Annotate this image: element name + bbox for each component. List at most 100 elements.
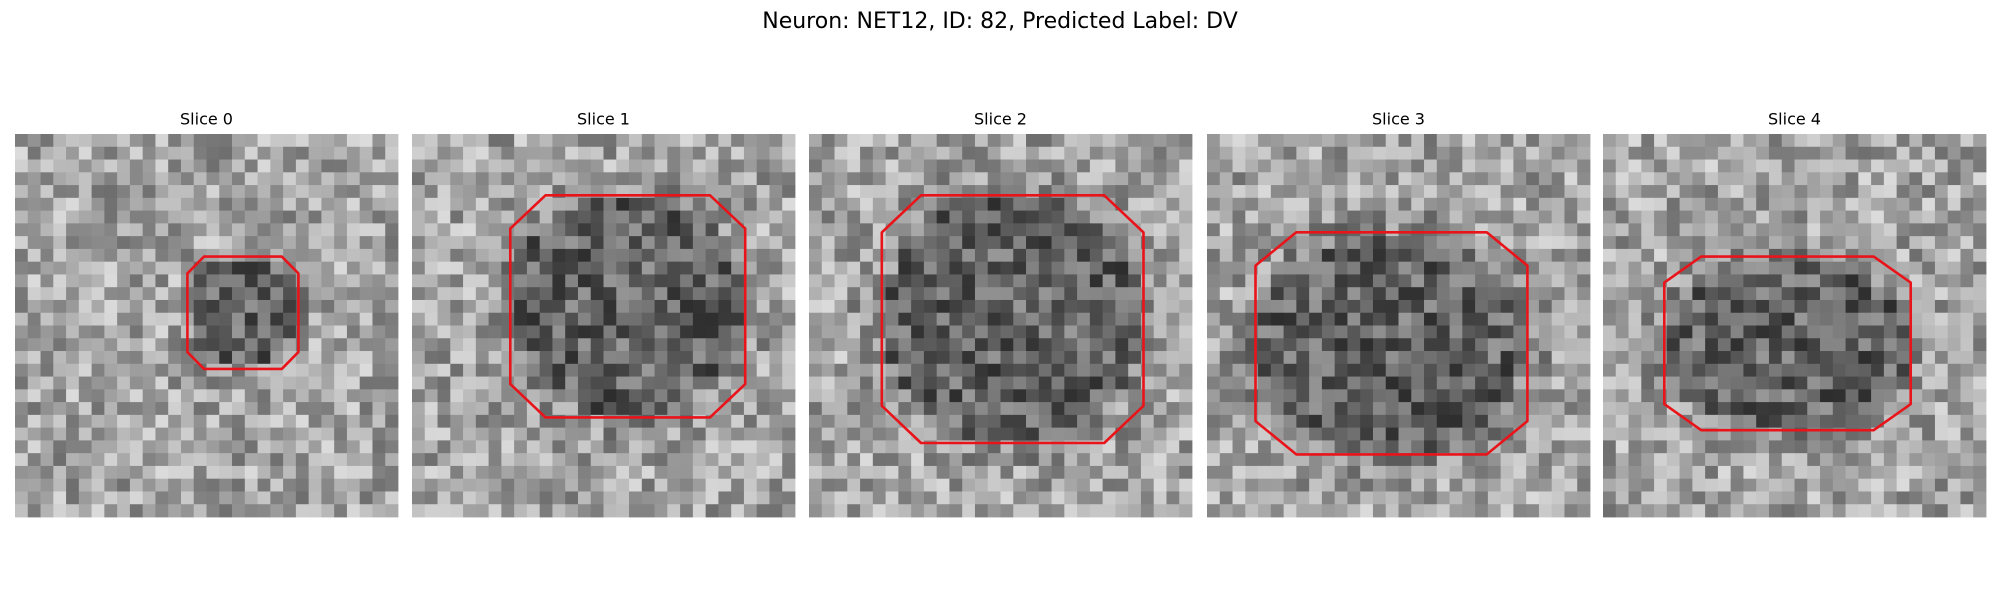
- pixel: [821, 478, 835, 492]
- pixel: [1064, 312, 1078, 326]
- pixel: [1909, 414, 1923, 429]
- pixel: [412, 287, 426, 301]
- pixel: [731, 427, 745, 441]
- pixel: [1258, 440, 1272, 454]
- pixel: [1577, 197, 1591, 211]
- pixel: [1179, 312, 1193, 326]
- pixel: [898, 504, 912, 518]
- pixel: [1321, 414, 1336, 429]
- pixel: [1411, 440, 1425, 454]
- pixel: [193, 427, 207, 441]
- pixel: [1628, 197, 1642, 211]
- pixel: [1321, 134, 1336, 148]
- pixel: [1973, 325, 1987, 339]
- pixel: [1641, 402, 1655, 416]
- pixel: [1705, 146, 1719, 160]
- pixel: [1347, 223, 1361, 237]
- pixel: [1641, 274, 1655, 288]
- pixel: [821, 325, 835, 339]
- pixel: [743, 402, 758, 416]
- pixel: [1730, 414, 1744, 429]
- pixel: [1219, 453, 1233, 467]
- pixel: [1309, 287, 1323, 301]
- pixel: [577, 134, 592, 148]
- pixel: [437, 414, 451, 429]
- pixel: [219, 172, 233, 186]
- pixel: [1679, 389, 1693, 403]
- pixel: [1038, 427, 1052, 441]
- pixel: [450, 299, 464, 314]
- pixel: [1077, 299, 1091, 314]
- pixel: [1179, 363, 1193, 377]
- pixel: [1258, 134, 1272, 148]
- pixel: [1858, 363, 1872, 377]
- pixel: [1051, 261, 1065, 275]
- pixel: [1934, 338, 1949, 352]
- pixel: [987, 504, 1001, 518]
- pixel: [821, 363, 835, 377]
- pixel: [987, 223, 1001, 237]
- pixel: [872, 210, 886, 224]
- pixel: [346, 197, 361, 211]
- pixel: [1258, 248, 1272, 263]
- pixel: [1232, 389, 1246, 403]
- pixel: [936, 389, 950, 403]
- pixel: [1807, 172, 1821, 186]
- pixel: [1462, 261, 1476, 275]
- pixel: [1909, 236, 1923, 250]
- pixel: [974, 453, 989, 467]
- pixel: [1692, 287, 1706, 301]
- pixel: [552, 402, 566, 416]
- pixel: [1654, 210, 1668, 224]
- pixel: [1334, 248, 1348, 263]
- pixel: [718, 223, 732, 237]
- pixel: [1615, 159, 1629, 173]
- pixel: [1666, 287, 1680, 301]
- pixel: [1038, 274, 1052, 288]
- pixel: [667, 363, 681, 377]
- pixel: [1424, 312, 1438, 326]
- pixel: [911, 491, 925, 505]
- pixel: [1089, 453, 1104, 467]
- pixel: [142, 197, 156, 211]
- pixel: [911, 351, 925, 365]
- pixel: [1449, 427, 1463, 441]
- pixel: [1321, 236, 1336, 250]
- pixel: [782, 236, 796, 250]
- pixel: [603, 210, 617, 224]
- pixel: [1743, 312, 1757, 326]
- pixel: [860, 440, 874, 454]
- pixel: [590, 453, 604, 467]
- pixel: [1820, 351, 1834, 365]
- pixel: [1153, 465, 1167, 480]
- pixel: [1051, 478, 1065, 492]
- pixel: [295, 504, 310, 518]
- pixel: [501, 172, 515, 186]
- pixel: [1179, 465, 1193, 480]
- pixel: [1692, 248, 1706, 263]
- pixel: [1832, 159, 1846, 173]
- pixel: [450, 159, 464, 173]
- pixel: [680, 427, 694, 441]
- pixel: [782, 427, 796, 441]
- pixel: [1283, 248, 1297, 263]
- pixel: [1641, 146, 1655, 160]
- pixel: [1153, 414, 1167, 429]
- pixel: [1038, 389, 1052, 403]
- pixel: [821, 274, 835, 288]
- pixel: [1705, 299, 1719, 314]
- pixel: [1115, 453, 1129, 467]
- pixel: [308, 440, 322, 454]
- pixel: [1615, 453, 1629, 467]
- pixel: [244, 287, 258, 301]
- pixel: [53, 274, 67, 288]
- pixel: [1934, 465, 1949, 480]
- pixel: [565, 389, 579, 403]
- pixel: [1513, 159, 1527, 173]
- pixel: [283, 210, 297, 224]
- pixel: [1077, 248, 1091, 263]
- pixel: [1654, 134, 1668, 148]
- pixel: [629, 376, 643, 390]
- pixel: [577, 325, 592, 339]
- pixel: [860, 134, 874, 148]
